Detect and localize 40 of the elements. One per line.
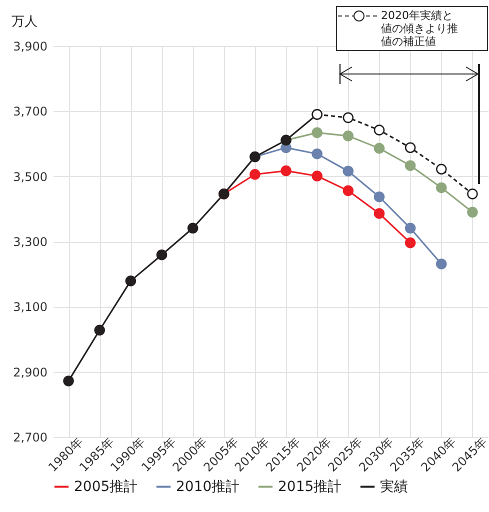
legend-label: 実績 <box>380 478 408 495</box>
point <box>467 188 478 200</box>
point <box>125 276 136 286</box>
point <box>342 185 354 196</box>
point <box>250 168 260 180</box>
point <box>187 222 198 234</box>
point <box>312 148 322 160</box>
legend-label: 2010推計 <box>176 478 240 495</box>
point <box>374 142 385 154</box>
point <box>436 164 447 175</box>
point <box>374 124 385 136</box>
point <box>156 249 168 260</box>
point <box>312 127 322 138</box>
y-tick-label: 3,900 <box>13 40 48 54</box>
point <box>374 208 385 219</box>
point <box>94 324 105 336</box>
point <box>404 237 416 248</box>
y-tick-label: 3,500 <box>13 170 48 184</box>
point <box>342 112 354 124</box>
y-tick-label: 3,100 <box>13 300 48 314</box>
point <box>404 222 416 234</box>
point <box>436 258 447 270</box>
y-tick-label: 3,700 <box>13 104 48 119</box>
point <box>467 206 478 218</box>
point <box>280 165 292 176</box>
legend-label: 2015推計 <box>278 478 342 495</box>
point <box>374 191 385 202</box>
point <box>342 130 354 142</box>
y-tick-label: 2,900 <box>13 365 48 380</box>
point <box>436 182 447 194</box>
point <box>404 142 416 154</box>
legend-label: 2020年実績と値の傾きより推値の補正値 <box>381 9 459 48</box>
y-tick-label: 3,300 <box>13 235 48 249</box>
y-tick-label: 2,700 <box>13 430 48 444</box>
point <box>404 160 416 171</box>
point <box>312 170 322 182</box>
y-axis-title: 万人 <box>12 14 38 30</box>
point <box>342 166 354 177</box>
point <box>63 376 74 386</box>
legend-label: 2005推計 <box>74 478 138 495</box>
